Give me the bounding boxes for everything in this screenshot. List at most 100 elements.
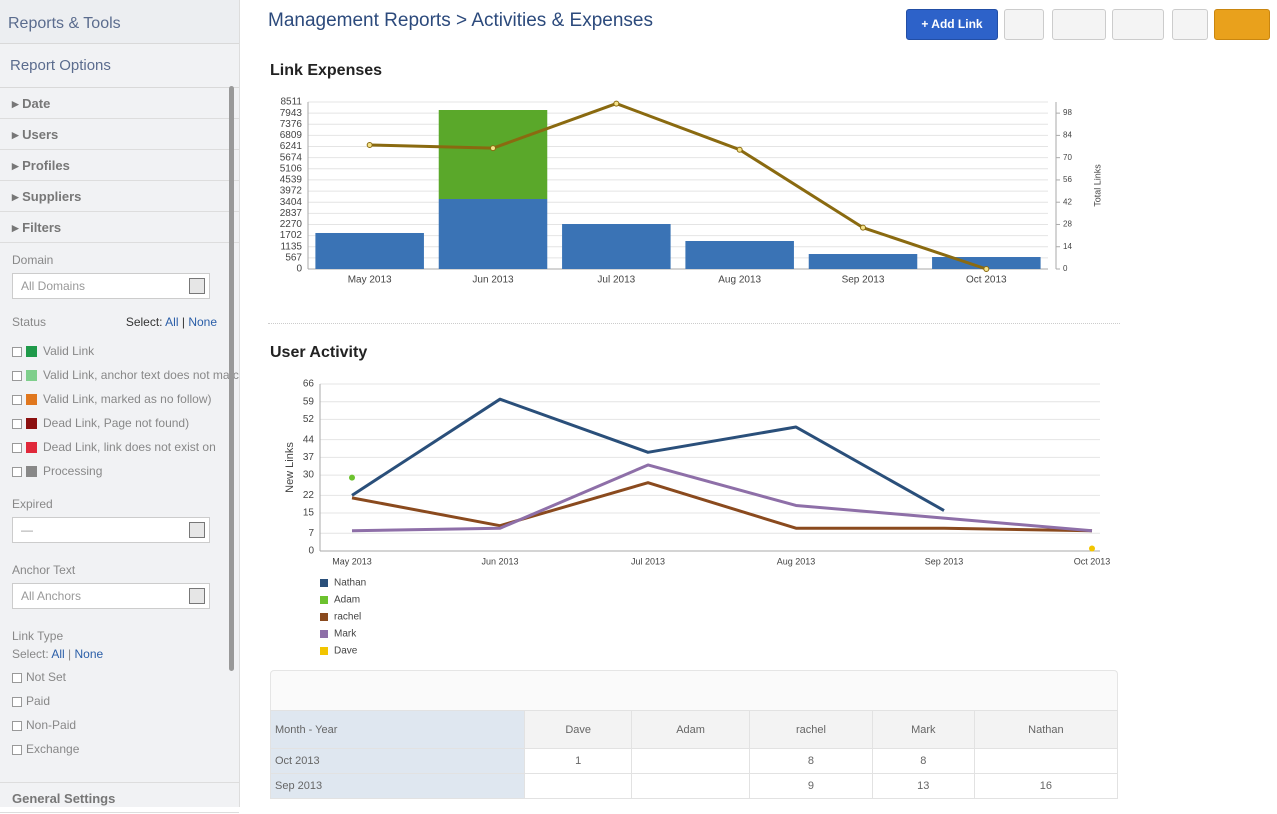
status-item: Processing [0, 459, 239, 483]
option-label: Users [22, 127, 59, 142]
y-tick-label: 37 [303, 452, 315, 463]
table-cell [524, 773, 633, 799]
y-axis-label: New Links [284, 442, 296, 493]
link-type-label: Link Type [12, 629, 64, 643]
legend-label: Nathan [334, 578, 366, 589]
select-none[interactable]: None [188, 315, 217, 329]
link-type-label: Not Set [26, 670, 67, 684]
checkbox[interactable] [12, 466, 22, 477]
bar [438, 110, 548, 200]
filter-button[interactable] [1052, 9, 1106, 40]
y2-tick-label: 42 [1063, 197, 1072, 206]
point [1089, 545, 1095, 552]
y-tick-label: 0 [308, 546, 314, 557]
data-table: Month - Year Dave Adam rachel Mark Nathan Oct … [269, 710, 1119, 799]
select-all[interactable]: All [165, 315, 179, 329]
table-cell: Sep 2013 [269, 773, 526, 799]
option-list: ▸ Date ▸ Users ▸ Profiles ▸ Suppliers ▸ Filt… [0, 88, 239, 243]
link-type-select: Select: All | None [12, 647, 104, 661]
general-settings[interactable]: General Settings [0, 782, 239, 813]
y-tick-label: 5106 [280, 163, 303, 174]
column-header[interactable]: Month - Year [269, 710, 526, 749]
expired-label: Expired [12, 497, 53, 511]
y-tick-label: 7 [308, 528, 314, 539]
column-header[interactable]: Mark [871, 710, 975, 749]
y2-tick-label: 0 [1063, 264, 1068, 273]
add-link-button[interactable]: + Add Link [906, 9, 998, 40]
checkbox[interactable] [12, 696, 22, 707]
status-label: Processing [43, 464, 103, 478]
checkbox[interactable] [12, 672, 22, 683]
report-options[interactable]: Report Options [0, 44, 239, 88]
y-tick-label: 52 [303, 414, 315, 425]
table-cell: 9 [749, 773, 873, 799]
select-all[interactable]: All [51, 647, 65, 661]
checkbox[interactable] [12, 744, 22, 755]
table-body: Oct 2013 1 8 8 Sep 2013 9 13 16 [269, 748, 1119, 799]
column-header[interactable]: rachel [749, 710, 873, 749]
expired-input[interactable]: — [12, 517, 210, 543]
checkbox[interactable] [12, 370, 22, 381]
domain-label: Domain [12, 253, 54, 267]
bar [932, 257, 1041, 269]
select-none[interactable]: None [74, 647, 104, 661]
icon-button[interactable] [1004, 9, 1044, 40]
domain-value: All Domains [21, 279, 86, 293]
select-text: Select: [12, 647, 49, 661]
x-tick-label: May 2013 [332, 556, 372, 566]
option-item[interactable]: ▸ Date [0, 88, 239, 119]
checkbox[interactable] [12, 720, 22, 731]
table-cell: Oct 2013 [269, 748, 526, 774]
column-header[interactable]: Adam [631, 710, 751, 749]
y-tick-label: 3972 [280, 186, 303, 197]
y-tick-label: 1702 [280, 230, 303, 241]
table-cell: 8 [871, 748, 975, 774]
x-tick-label: Jul 2013 [597, 275, 635, 286]
y-tick-label: 8511 [280, 97, 302, 108]
option-item[interactable]: ▸ Users [0, 119, 239, 150]
crumb[interactable]: Management Reports [268, 10, 451, 31]
column-header[interactable]: Nathan [973, 710, 1119, 749]
status-label: Valid Link, marked as no follow) [43, 392, 212, 406]
table-cell: 13 [871, 773, 975, 799]
legend-swatch [320, 630, 328, 638]
settings-button[interactable] [1214, 9, 1270, 40]
column-header[interactable]: Dave [524, 710, 633, 749]
option-label: Profiles [22, 158, 70, 173]
x-tick-label: Aug 2013 [718, 275, 761, 286]
language-button[interactable] [1112, 9, 1164, 40]
option-item[interactable]: ▸ Profiles [0, 150, 239, 181]
checkbox[interactable] [12, 346, 22, 357]
checkbox[interactable] [12, 418, 22, 429]
x-tick-label: Jun 2013 [472, 275, 514, 286]
x-tick-label: May 2013 [348, 275, 392, 286]
checkbox[interactable] [12, 394, 22, 405]
chart-title: User Activity [270, 344, 368, 361]
legend-label: Adam [334, 595, 360, 606]
y-tick-label: 6241 [280, 141, 303, 152]
option-item[interactable]: ▸ Suppliers [0, 181, 239, 212]
legend-swatch [320, 579, 328, 587]
crumb-current: Activities & Expenses [471, 10, 653, 31]
status-item: Dead Link, link does not exist on [0, 435, 239, 459]
sidebar-title[interactable]: Reports & Tools [0, 0, 239, 44]
anchor-select[interactable]: All Anchors [12, 583, 210, 609]
bar [562, 224, 671, 269]
y-tick-label: 44 [303, 434, 315, 445]
y2-tick-label: 70 [1063, 153, 1072, 162]
legend-label: rachel [334, 612, 361, 623]
table-toolbar [270, 670, 1118, 710]
scrollbar[interactable] [229, 86, 234, 671]
option-item[interactable]: ▸ Filters [0, 212, 239, 243]
option-label: Suppliers [22, 189, 82, 204]
star-button[interactable] [1172, 9, 1208, 40]
y-tick-label: 5674 [280, 152, 303, 163]
y-tick-label: 2837 [280, 208, 303, 219]
table-cell: 1 [524, 748, 633, 774]
y2-axis-label: Total Links [1092, 164, 1102, 207]
status-item: Dead Link, Page not found) [0, 411, 239, 435]
domain-select[interactable]: All Domains [12, 273, 210, 299]
checkbox[interactable] [12, 442, 22, 453]
bar [438, 199, 548, 269]
